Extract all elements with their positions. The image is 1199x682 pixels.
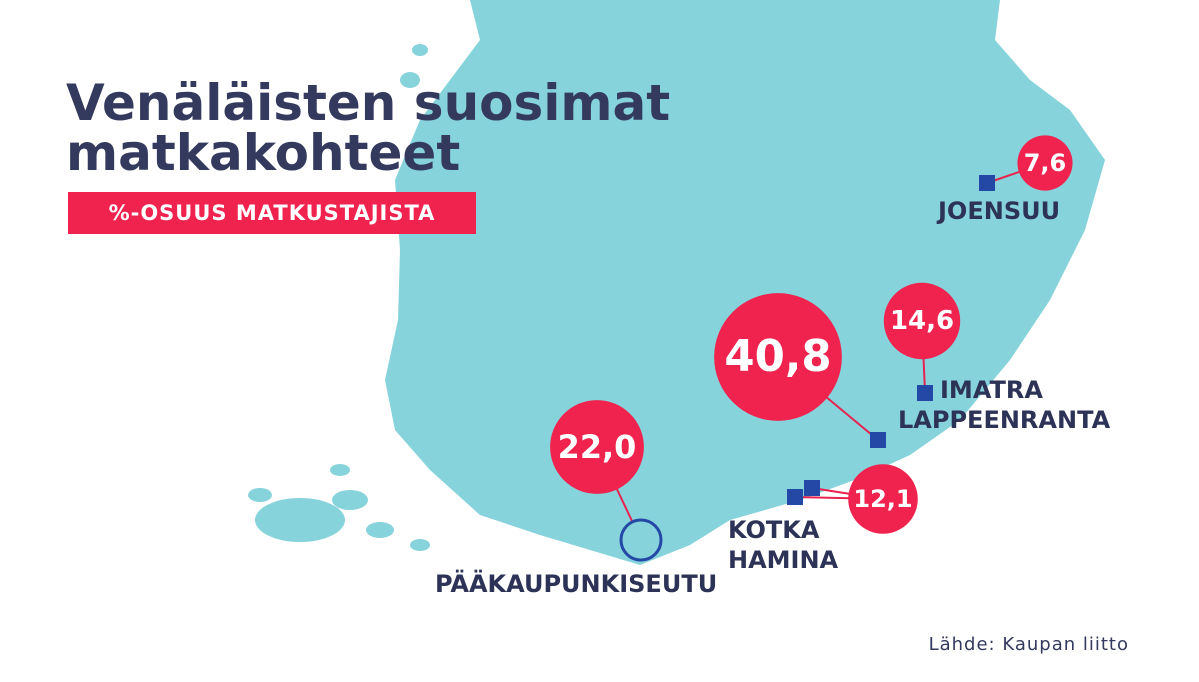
value-label: 14,6	[890, 306, 954, 336]
city-marker	[787, 489, 803, 505]
source: Lähde: Kaupan liitto	[928, 634, 1129, 655]
city-label: IMATRA	[940, 376, 1043, 404]
value-label: 40,8	[724, 332, 831, 382]
title: Venäläisten suosimat matkakohteet	[66, 74, 671, 182]
city-marker	[979, 175, 995, 191]
islands	[248, 44, 430, 551]
value-label: 12,1	[853, 485, 912, 513]
city-marker	[804, 480, 820, 496]
value-label: 7,6	[1024, 149, 1067, 177]
city-label: JOENSUU	[936, 197, 1060, 225]
value-label: 22,0	[558, 428, 637, 466]
area-marker	[619, 518, 663, 562]
bubble	[883, 282, 961, 360]
city-label: PÄÄKAUPUNKISEUTU	[435, 569, 717, 598]
city-label: KOTKA	[728, 516, 820, 544]
city-label: HAMINA	[728, 546, 839, 574]
bubble	[714, 293, 842, 421]
bubble	[550, 400, 644, 494]
city-marker	[917, 385, 933, 401]
bubble	[848, 464, 918, 534]
bubble	[1017, 135, 1073, 191]
city-label: LAPPEENRANTA	[898, 406, 1111, 434]
city-marker	[870, 432, 886, 448]
subtitle: %-OSUUS MATKUSTAJISTA	[68, 192, 476, 234]
